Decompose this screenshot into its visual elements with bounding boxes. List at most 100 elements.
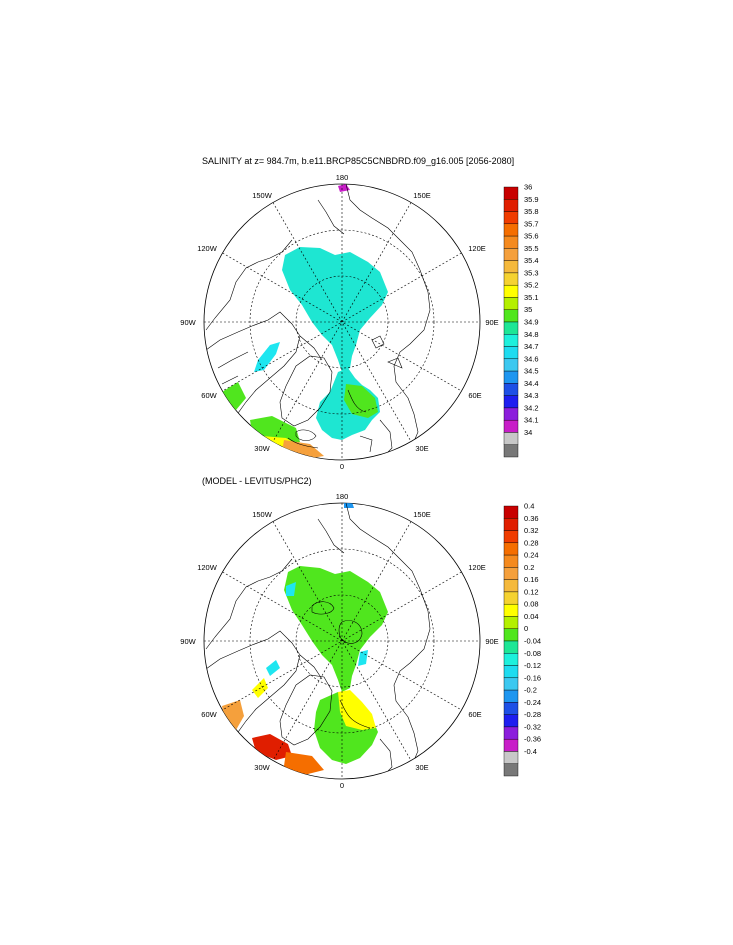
panel2-colorbar-swatch (503, 702, 519, 715)
panel1-colorbar-label: 34 (524, 428, 532, 437)
panel2-colorbar: 0.4 0.36 0.32 0.28 0.24 0.2 0.16 0.12 0.08 0.04 0 -… (503, 502, 541, 777)
panel1-colorbar-swatch (503, 284, 519, 298)
panel2-colorbar-label: -0.4 (524, 747, 537, 756)
panel2-lon-label-120e: 120E (468, 563, 486, 572)
panel2-baffin-cyan (266, 660, 280, 676)
panel2-colorbar-swatch (503, 542, 519, 556)
panel1-map: 180 150W 150E 120W 120E 90W 90E 60W 60E … (180, 173, 498, 471)
panel1-colorbar-label: 34.5 (524, 367, 539, 376)
panel2-colorbar-swatch (503, 591, 519, 605)
panel2-lon-label-90e: 90E (485, 637, 498, 646)
panel2-colorbar-label: -0.2 (524, 686, 537, 695)
panel1-colorbar-label: 35.9 (524, 195, 539, 204)
panel1-contour-line-2 (287, 437, 319, 449)
panel2-contour-line-3 (339, 699, 371, 729)
panel2-colorbar-label: 0.2 (524, 563, 534, 572)
panel1-colorbar-label: 35.8 (524, 207, 539, 216)
panel1-coastline-greenland (279, 355, 333, 427)
panel1-colorbar-swatch (503, 419, 519, 433)
panel1-colorbar-swatch (503, 199, 519, 212)
panel1-colorbar-label: 34.2 (524, 403, 539, 412)
panel1-lon-label-120w: 120W (197, 244, 218, 253)
panel1-colorbar-label: 35.6 (524, 232, 539, 241)
panel2-colorbar-swatch (503, 677, 519, 691)
panel2-colorbar-label: 0 (524, 624, 528, 633)
panel2-labrador-yellow (252, 678, 268, 698)
panel2-lon-label-60e: 60E (468, 710, 481, 719)
panel1-colorbar-swatch (503, 297, 519, 310)
panel1-colorbar-swatch (503, 444, 519, 458)
panel2-pacific-blue (344, 503, 354, 508)
panel2-lon-label-150w: 150W (252, 510, 273, 519)
panel1-colorbar-label: 34.4 (524, 379, 539, 388)
panel1-colorbar-label: 34.8 (524, 330, 539, 339)
panel1-contour-line (347, 389, 367, 413)
panel1-colorbar-label: 34.1 (524, 416, 539, 425)
panel2-lon-label-0: 0 (340, 781, 344, 790)
panel2-atlantic-orange (284, 752, 324, 776)
panel1-colorbar-swatch (503, 235, 519, 249)
panel1-colorbar-swatch (503, 358, 519, 372)
panel1-colorbar-label: 35 (524, 305, 532, 314)
panel2-colorbar-label: 0.12 (524, 587, 539, 596)
panel1-lon-label-90w: 90W (180, 318, 196, 327)
panel1-colorbar: 36 35.9 35.8 35.7 35.6 35.5 35.4 35.3 35.2 35.1 35… (503, 183, 539, 458)
panel2-nordic-yellow (338, 690, 376, 730)
panel1-colorbar-swatch (503, 395, 519, 409)
panel2-colorbar-label: -0.36 (524, 735, 541, 744)
panel1-colorbar-label: 36 (524, 183, 532, 192)
panel2-colorbar-swatch (503, 554, 519, 568)
panel1-coastline-eurasia (317, 184, 431, 457)
panel2-colorbar-label: -0.08 (524, 649, 541, 658)
panel1-colorbar-label: 34.7 (524, 342, 539, 351)
panel2-map: 180 150W 150E 120W 120E 90W 90E 60W 60E … (180, 492, 498, 790)
panel1-lon-label-150w: 150W (252, 191, 273, 200)
panel2-colorbar-swatch (503, 603, 519, 617)
panel2-title: (MODEL - LEVITUS/PHC2) (202, 476, 312, 486)
panel2-colorbar-label: 0.4 (524, 502, 534, 511)
panel1-lon-label-180: 180 (336, 173, 349, 182)
panel2-colorbar-label: 0.24 (524, 551, 539, 560)
panel2-colorbar-swatch (503, 530, 519, 544)
panel2-coastline-americas (205, 558, 323, 760)
panel1-pacific-magenta (338, 184, 350, 192)
panel1-coastline-americas (205, 239, 323, 441)
panel2-colorbar-swatch (503, 726, 519, 740)
panel2-colorbar-label: 0.08 (524, 600, 539, 609)
panel2-lon-label-90w: 90W (180, 637, 196, 646)
panel1-colorbar-swatch (503, 248, 519, 261)
panel2-lon-label-30w: 30W (254, 763, 270, 772)
panel1-colorbar-label: 34.3 (524, 391, 539, 400)
panel1-colorbar-swatch (503, 383, 519, 396)
panel1-title: SALINITY at z= 984.7m, b.e11.BRCP85C5CNB… (202, 156, 515, 166)
panel2-colorbar-swatch (503, 689, 519, 703)
panel2-colorbar-label: 0.32 (524, 526, 539, 535)
panel1-lon-label-0: 0 (340, 462, 344, 471)
panel1-colorbar-swatch (503, 260, 519, 274)
panel1-coastline-islands (295, 335, 403, 441)
panel2-colorbar-swatch (503, 505, 519, 519)
panel1-colorbar-swatch (503, 432, 519, 445)
panel2-colorbar-swatch (503, 738, 519, 752)
panel2-colorbar-swatch (503, 751, 519, 764)
panel1-lon-label-60w: 60W (201, 391, 217, 400)
panel1-colorbar-swatch (503, 370, 519, 384)
panel2-cyan-patch (286, 582, 296, 596)
panel1-colorbar-swatch (503, 309, 519, 323)
panel2-lon-label-120w: 120W (197, 563, 218, 572)
panel2-colorbar-label: 0.28 (524, 538, 539, 547)
panel2-colorbar-label: -0.16 (524, 673, 541, 682)
panel2-colorbar-swatch (503, 616, 519, 629)
panel2-colorbar-swatch (503, 653, 519, 666)
panel2-colorbar-label: -0.32 (524, 722, 541, 731)
panel2-lon-label-150e: 150E (413, 510, 431, 519)
panel2-grid (204, 503, 480, 779)
panel1-colorbar-label: 35.1 (524, 293, 539, 302)
panel2-lon-label-60w: 60W (201, 710, 217, 719)
panel2-contour-line (338, 620, 363, 644)
panel1-lon-label-120e: 120E (468, 244, 486, 253)
panel2-colorbar-swatch (503, 579, 519, 593)
panel1-arctic-basin-field (282, 247, 388, 372)
panel2-colorbar-label: 0.04 (524, 612, 539, 621)
panel1-colorbar-swatch (503, 346, 519, 360)
